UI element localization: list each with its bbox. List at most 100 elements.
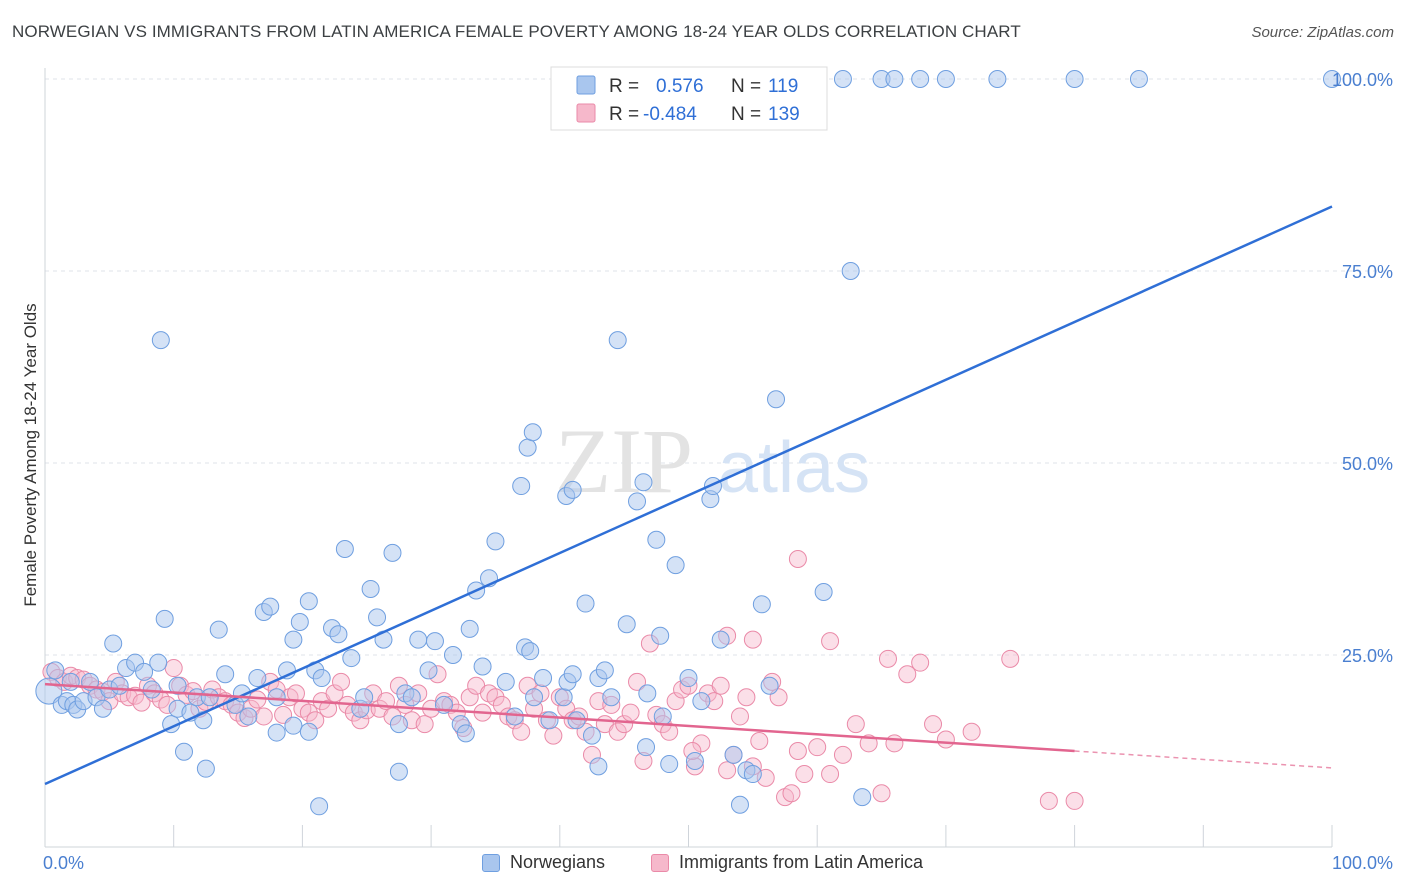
tick-labels: 25.0% 50.0% 75.0% 100.0% 0.0% 100.0%	[43, 70, 1393, 873]
legend-swatch-latin-america	[651, 853, 669, 872]
data-point-norwegians	[361, 579, 380, 598]
data-point-norwegians	[634, 473, 653, 492]
legend-item-norwegians: Norwegians	[482, 852, 605, 873]
data-point-latin-america	[962, 722, 981, 741]
correlation-legend: R = 0.576 N = 119 R = -0.484 N = 139	[550, 66, 828, 131]
data-point-norwegians	[456, 724, 475, 743]
data-point-norwegians	[767, 390, 786, 409]
data-point-norwegians	[608, 331, 627, 350]
data-point-latin-america	[254, 707, 273, 726]
data-point-latin-america	[750, 732, 769, 751]
data-point-norwegians	[239, 707, 258, 726]
data-point-norwegians	[666, 556, 685, 575]
data-point-norwegians	[1065, 70, 1084, 88]
data-point-norwegians	[460, 619, 479, 638]
trend-line-latin-america-extrapolated	[1074, 750, 1333, 769]
data-point-latin-america	[911, 653, 930, 672]
data-point-latin-america	[1065, 791, 1084, 810]
data-point-norwegians	[724, 745, 743, 764]
data-point-norwegians	[110, 676, 129, 695]
data-point-norwegians	[284, 716, 303, 735]
data-point-norwegians	[853, 788, 872, 807]
data-point-latin-america	[460, 688, 479, 707]
data-point-latin-america	[730, 707, 749, 726]
data-point-norwegians	[389, 762, 408, 781]
data-point-latin-america	[1039, 791, 1058, 810]
data-point-latin-america	[718, 761, 737, 780]
data-point-norwegians	[637, 738, 656, 757]
data-point-norwegians	[1129, 70, 1148, 88]
data-point-norwegians	[692, 692, 711, 711]
data-point-norwegians	[383, 543, 402, 562]
data-point-latin-america	[924, 715, 943, 734]
data-point-norwegians	[368, 608, 387, 627]
legend-label-latin-america: Immigrants from Latin America	[679, 852, 924, 872]
chart-title: NORWEGIAN VS IMMIGRANTS FROM LATIN AMERI…	[12, 22, 1021, 41]
data-point-latin-america	[788, 550, 807, 568]
data-point-latin-america	[332, 672, 351, 691]
data-point-norwegians	[61, 672, 80, 691]
data-point-latin-america	[544, 726, 563, 745]
bottom-legend: Norwegians Immigrants from Latin America	[0, 852, 1406, 876]
data-point-latin-america	[286, 684, 305, 703]
data-point-norwegians	[284, 630, 303, 649]
y-tick-label: 50.0%	[1342, 454, 1393, 474]
legend-label-norwegians: Norwegians	[510, 852, 606, 872]
data-point-norwegians	[885, 70, 904, 88]
data-point-norwegians	[1323, 70, 1341, 88]
legend-swatch-norwegians	[482, 853, 500, 872]
data-point-norwegians	[651, 626, 670, 645]
data-point-norwegians	[540, 711, 559, 730]
data-point-norwegians	[209, 620, 228, 639]
data-point-norwegians	[653, 707, 672, 726]
x-tick-label: 0.0%	[43, 853, 84, 873]
data-point-norwegians	[389, 715, 408, 734]
data-point-norwegians	[261, 597, 280, 616]
data-point-latin-america	[299, 703, 318, 722]
data-point-latin-america	[821, 632, 840, 651]
legend-swatch-norwegians	[576, 75, 596, 95]
data-point-latin-america	[164, 659, 183, 678]
data-point-norwegians	[196, 759, 215, 778]
data-point-norwegians	[582, 726, 601, 745]
data-point-latin-america	[1001, 649, 1020, 668]
data-point-norwegians	[534, 669, 553, 688]
trend-lines	[44, 205, 1333, 786]
x-tick-label: 100.0%	[1332, 853, 1393, 873]
data-point-norwegians	[151, 331, 170, 350]
data-point-latin-america	[872, 784, 891, 803]
data-point-norwegians	[602, 688, 621, 707]
legend-r-value: 0.576	[656, 76, 704, 97]
data-point-latin-america	[821, 765, 840, 784]
data-point-norwegians	[521, 642, 540, 661]
legend-item-latin-america: Immigrants from Latin America	[651, 852, 923, 873]
data-point-norwegians	[711, 630, 730, 649]
data-point-norwegians	[267, 723, 286, 742]
grid-layer	[45, 78, 1392, 656]
data-point-latin-america	[737, 688, 756, 707]
data-point-norwegians	[299, 722, 318, 741]
data-point-latin-america	[628, 672, 647, 691]
data-point-latin-america	[878, 649, 897, 668]
data-point-latin-america	[615, 715, 634, 734]
legend-n-label: N =	[731, 76, 761, 97]
y-axis-label: Female Poverty Among 18-24 Year Olds	[21, 303, 40, 606]
data-point-norwegians	[730, 795, 749, 814]
data-point-latin-america	[666, 692, 685, 711]
legend-r-value: -0.484	[643, 104, 697, 125]
data-point-norwegians	[563, 665, 582, 684]
data-point-latin-america	[711, 676, 730, 695]
data-point-norwegians	[267, 688, 286, 707]
data-point-norwegians	[473, 657, 492, 676]
data-point-norwegians	[523, 423, 542, 442]
data-point-latin-america	[808, 738, 827, 757]
data-point-norwegians	[409, 630, 428, 649]
axis-layer	[44, 68, 1333, 848]
data-point-norwegians	[679, 669, 698, 688]
data-point-norwegians	[760, 676, 779, 695]
data-point-norwegians	[342, 649, 361, 668]
data-point-latin-america	[319, 699, 338, 718]
watermark-atlas: atlas	[718, 428, 870, 508]
data-point-norwegians	[135, 662, 154, 681]
